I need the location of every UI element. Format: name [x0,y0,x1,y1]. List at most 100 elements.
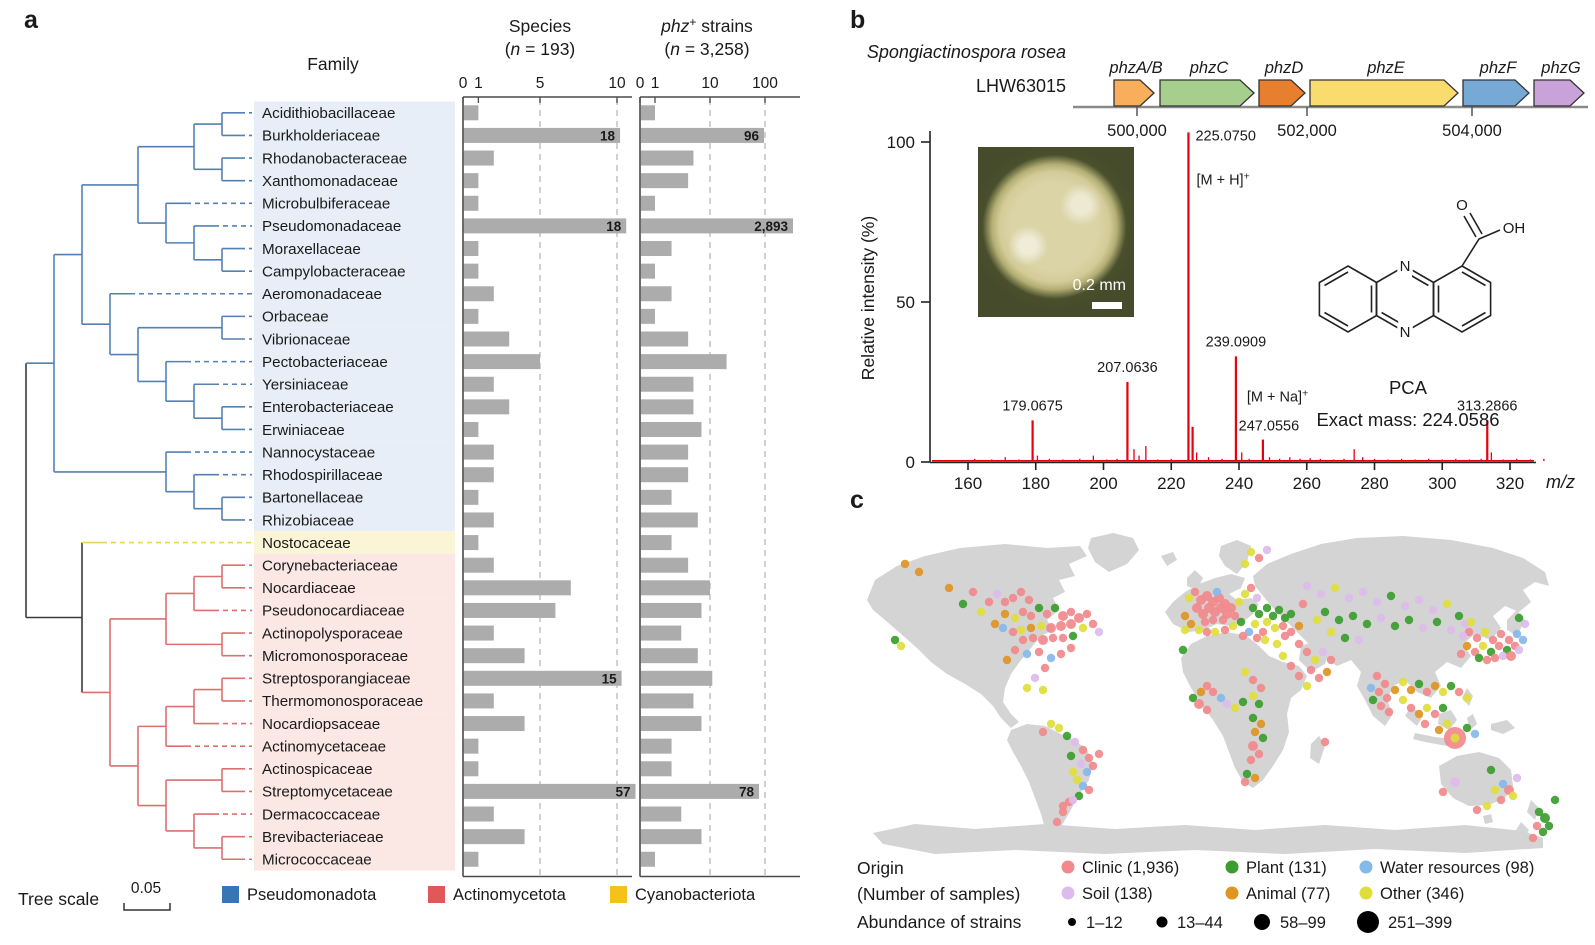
map-dot [1038,727,1048,737]
bar [463,557,494,573]
map-dot [1240,777,1250,787]
family-name: Bartonellaceae [262,490,363,507]
map-dot [1046,653,1056,663]
map-dot [944,583,954,593]
family-name: Actinomycetaceae [262,738,386,755]
map-dot [1076,759,1086,769]
family-name: Enterobacteriaceae [262,399,394,416]
abundance-label-2: 13–44 [1177,914,1223,932]
map-dot [1398,695,1408,705]
family-row-bg [254,463,455,487]
map-dot [1340,633,1350,643]
bar [463,127,621,143]
sample-dots [890,545,1560,843]
gene-arrow [1533,79,1585,107]
colony-photo: 0.2 mm [978,147,1134,317]
map-dot [1434,725,1444,735]
map-dot [914,567,924,577]
clinic-legend-label: Clinic (1,936) [1082,859,1179,877]
peak-annotation: [M + H]+ [1196,170,1249,188]
x-tick-label: 280 [1360,474,1388,493]
abundance-legend-title: Abundance of strains [857,912,1022,932]
map-dot [1294,639,1304,649]
family-row-bg [254,440,455,464]
pseudomonadota-swatch [222,886,239,903]
bar [463,806,494,822]
x-tick-label: 180 [1022,474,1050,493]
family-name: Moraxellaceae [262,241,361,258]
axis-tick-label: 0 [636,75,645,92]
family-name: Micromonosporaceae [262,648,408,665]
map-dot [1322,667,1332,677]
bar [463,851,479,867]
bar-value-label: 18 [606,219,622,234]
bar [463,241,479,257]
map-dot [1498,651,1508,661]
map-dot [1286,609,1296,619]
map-dot [1246,583,1256,593]
family-row-bg [254,395,455,419]
bar [640,444,689,460]
map-dot [1186,619,1196,629]
map-dot [1294,671,1304,681]
bar [640,399,694,415]
bar [640,693,694,709]
map-dot [1372,671,1382,681]
map-dot [1262,603,1272,613]
map-dot [1220,625,1230,635]
bar [640,512,698,528]
map-dot [1078,623,1088,633]
x-tick-label: 160 [954,474,982,493]
map-dot [1000,609,1010,619]
map-dot [1250,773,1260,783]
map-dot [1010,645,1020,655]
family-name: Actinospicaceae [262,761,373,778]
spectrum-x-axis-title: m/z [1546,472,1575,492]
map-dot [1072,775,1082,785]
map-dot [1376,701,1386,711]
map-dot [1358,587,1368,597]
map-dot [1326,655,1336,665]
map-dot [1248,713,1258,723]
map-dot [1334,615,1344,625]
family-name: Thermomonosporaceae [262,693,423,710]
map-dot [890,635,900,645]
map-dot [1250,619,1260,629]
map-dot [1386,591,1396,601]
map-dot [1470,729,1480,739]
bar [640,421,702,437]
peak-annotation: 313.2866 [1457,398,1517,414]
map-dot [1538,827,1548,837]
family-row-bg [254,644,455,667]
bar [640,489,672,505]
map-dot [1000,597,1010,607]
family-row-bg [254,825,455,848]
map-dot [1544,821,1554,831]
exact-mass: Exact mass: 224.0586 [1316,409,1499,430]
bar [640,354,727,370]
map-dot [984,597,994,607]
map-dot [1212,587,1222,597]
family-name: Rhodanobacteraceae [262,150,407,167]
map-dot [1432,617,1442,627]
cyanobacteriota-swatch [610,886,627,903]
bar [640,580,710,596]
bar [463,173,479,189]
map-dot [1314,673,1324,683]
map-dot [1498,779,1508,789]
map-dot [1286,627,1296,637]
map-dot [1372,597,1382,607]
map-dot [1240,667,1250,677]
family-row-bg [254,305,455,328]
soil-legend-label: Soil (138) [1082,885,1153,903]
map-dot [1066,619,1076,629]
family-row-bg [254,350,455,373]
map-dot [1384,707,1394,717]
map-dot [1258,733,1268,743]
bar-value-label: 96 [744,128,760,143]
gene-arrow [1159,79,1255,107]
family-name: Acidithiobacillaceae [262,105,395,122]
map-dot [1280,613,1290,623]
y-tick-label: 50 [896,293,915,312]
